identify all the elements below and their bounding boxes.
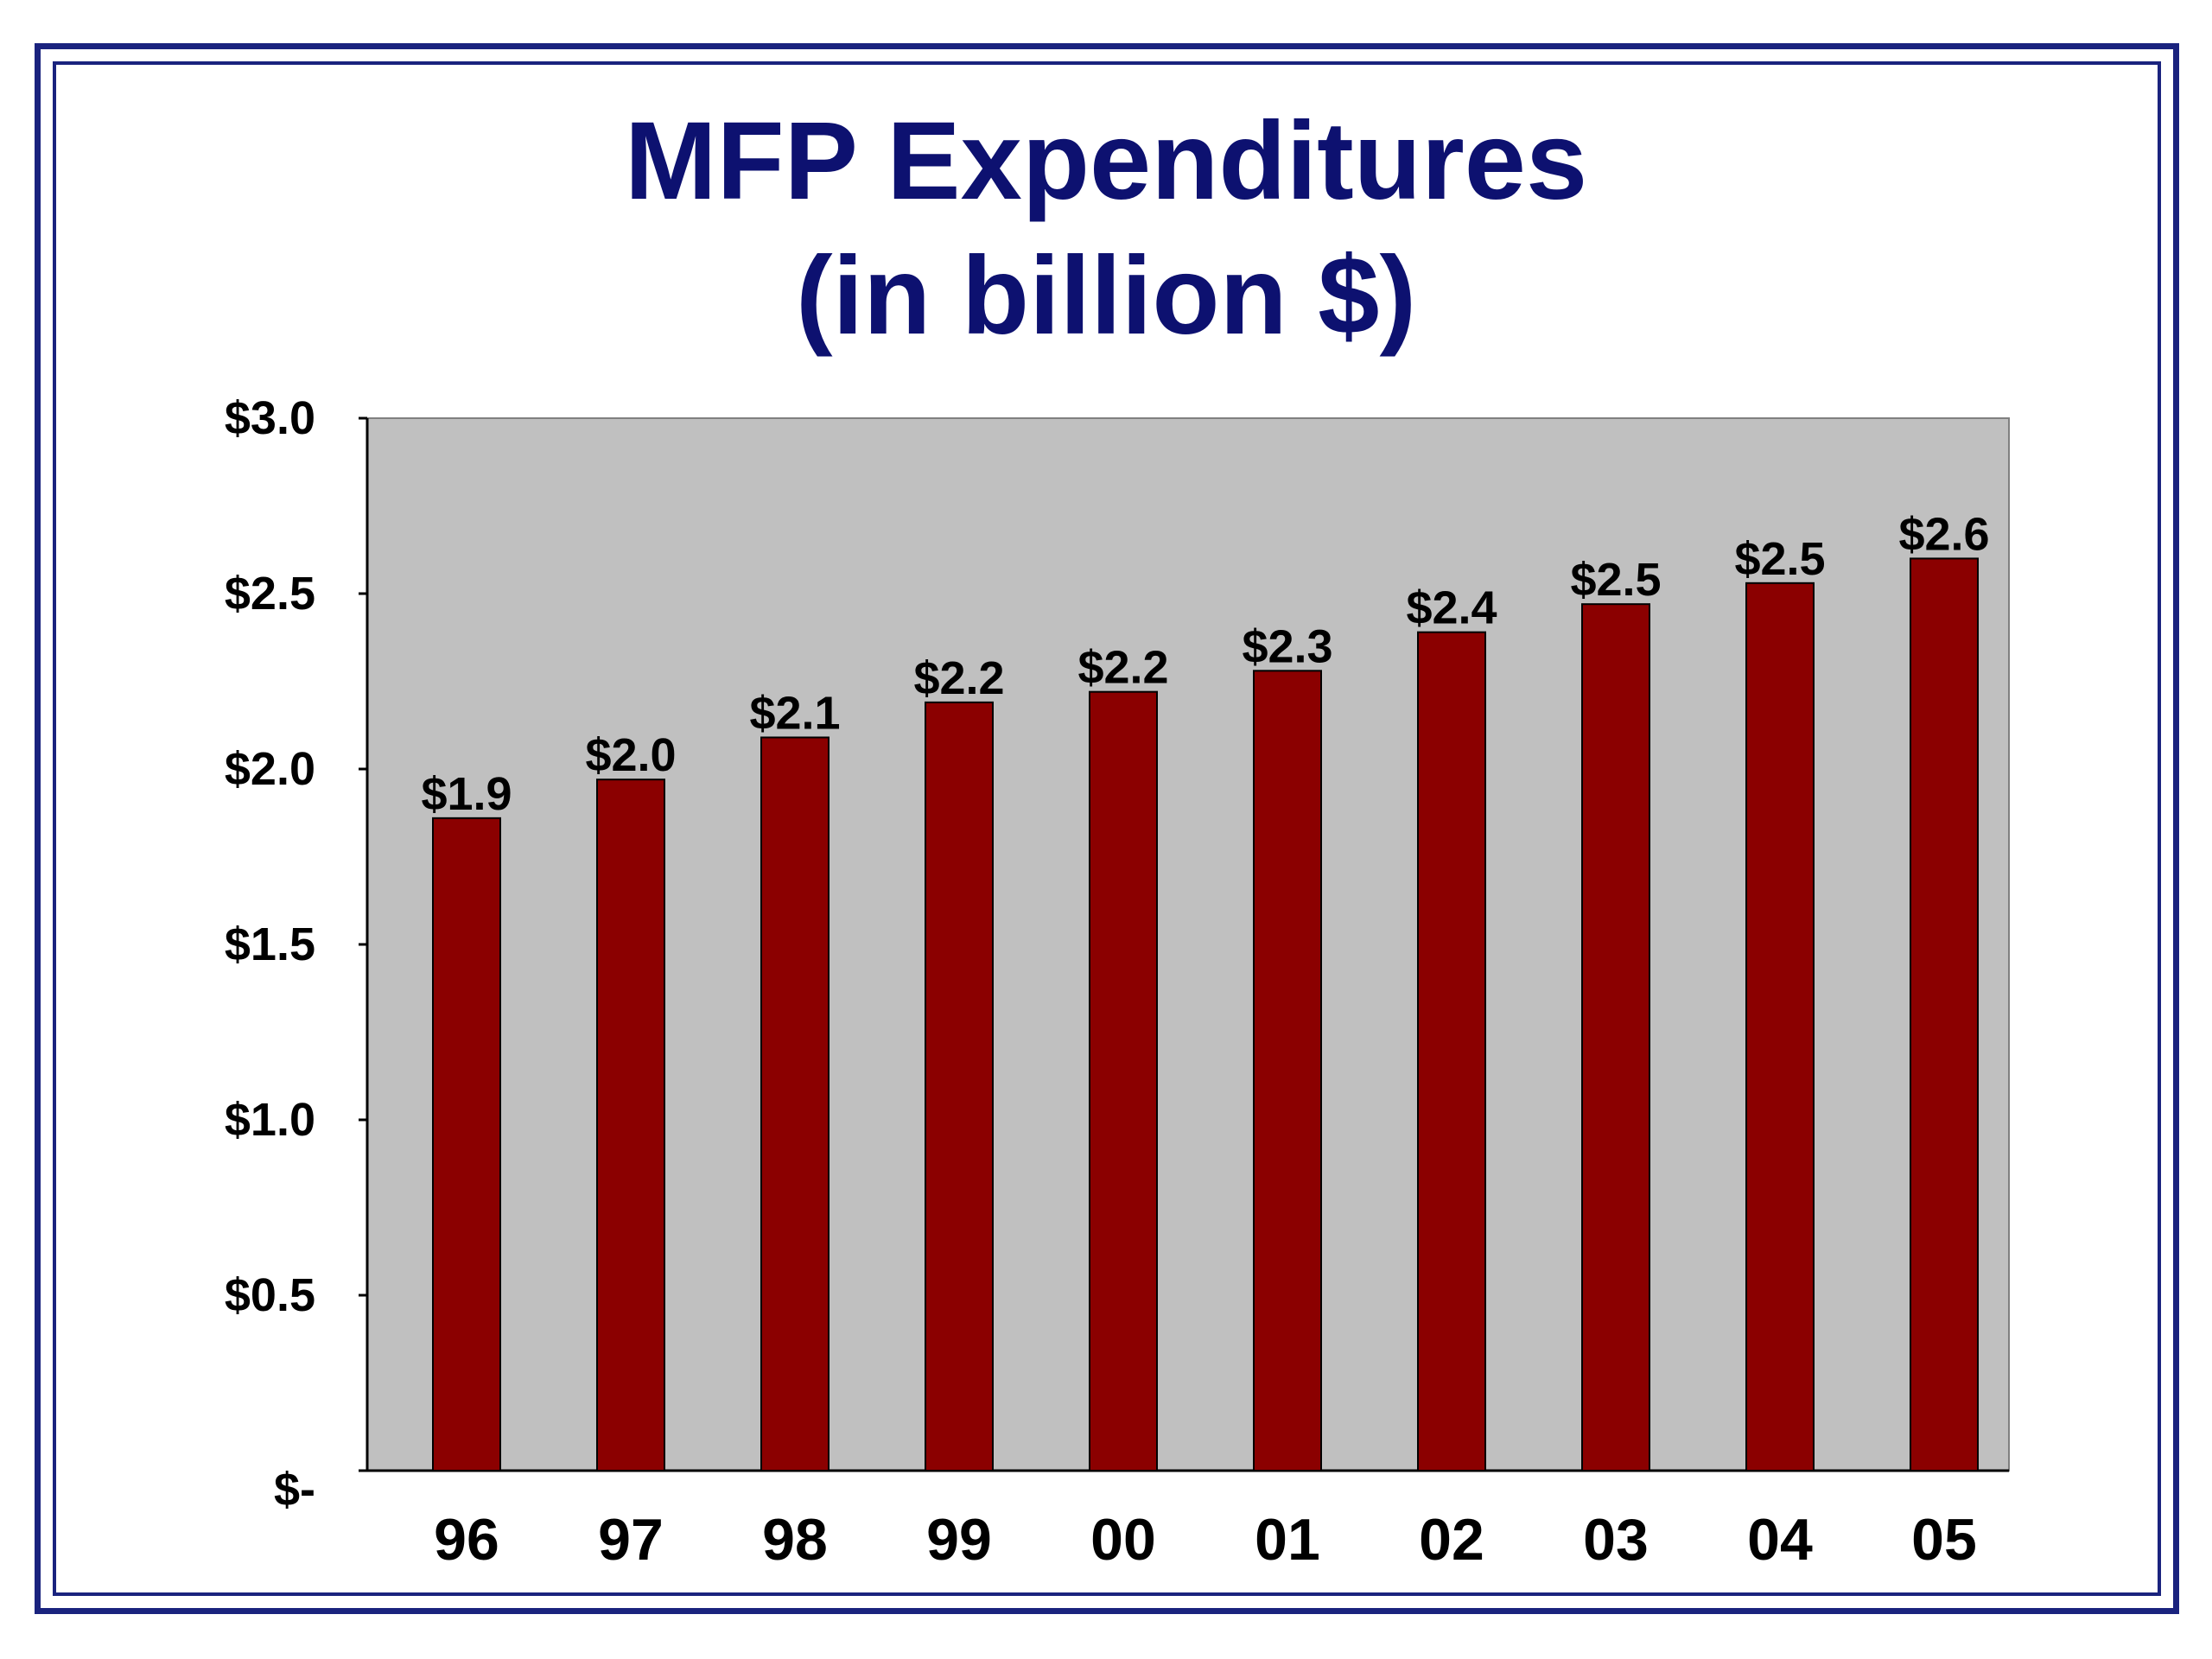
bar-02: [1417, 631, 1486, 1471]
x-tick-label: 00: [1090, 1507, 1156, 1573]
data-label-00: $2.2: [1077, 642, 1168, 694]
data-label-98: $2.1: [749, 687, 840, 739]
data-label-97: $2.0: [585, 729, 676, 781]
x-tick-label: 05: [1911, 1507, 1977, 1573]
chart-title: MFP Expenditures: [624, 99, 1588, 223]
x-tick-label: 98: [762, 1507, 828, 1573]
y-tick-label: $3.0: [225, 392, 315, 444]
bar-00: [1089, 690, 1158, 1471]
data-label-05: $2.6: [1898, 508, 1989, 560]
slide-frame: [35, 43, 2179, 1614]
bar-04: [1745, 582, 1815, 1472]
x-tick-label: 04: [1747, 1507, 1813, 1573]
bars-group: $1.9 $2.0 $2.1 $2.2 $2.2 $2.3 $2.4 $2.5 $2.5 $2.6: [421, 508, 1990, 1472]
x-tick-label: 01: [1255, 1507, 1320, 1573]
x-tick-label: 99: [926, 1507, 992, 1573]
bar-01: [1253, 670, 1322, 1471]
bar-97: [596, 779, 665, 1471]
data-label-99: $2.2: [913, 652, 1004, 704]
y-tick-label: $1.5: [225, 918, 315, 970]
y-tick-label: $2.0: [225, 743, 315, 795]
y-axis: $- $0.5 $1.0 $1.5 $2.0 $2.5 $3.0: [225, 392, 367, 1516]
data-label-03: $2.5: [1570, 554, 1661, 606]
data-label-04: $2.5: [1734, 533, 1825, 585]
bar-96: [432, 817, 501, 1471]
y-tick-label: $-: [274, 1464, 315, 1516]
y-tick-label: $0.5: [225, 1269, 315, 1321]
slide-inner-frame: [53, 61, 2161, 1596]
data-label-02: $2.4: [1406, 582, 1497, 634]
bar-98: [760, 736, 830, 1471]
x-tick-label: 96: [434, 1507, 499, 1573]
x-tick-label: 97: [598, 1507, 664, 1573]
x-tick-label: 02: [1419, 1507, 1484, 1573]
bar-03: [1581, 603, 1650, 1471]
data-label-96: $1.9: [421, 768, 512, 820]
bar-05: [1910, 557, 1979, 1471]
x-tick-label: 03: [1583, 1507, 1649, 1573]
y-tick-label: $1.0: [225, 1094, 315, 1146]
x-axis: 96 97 98 99 00 01 02 03 04 05: [434, 1507, 1977, 1573]
bar-99: [925, 701, 994, 1471]
chart-subtitle: (in billion $): [795, 234, 1417, 358]
y-tick-label: $2.5: [225, 568, 315, 620]
data-label-01: $2.3: [1242, 620, 1332, 672]
